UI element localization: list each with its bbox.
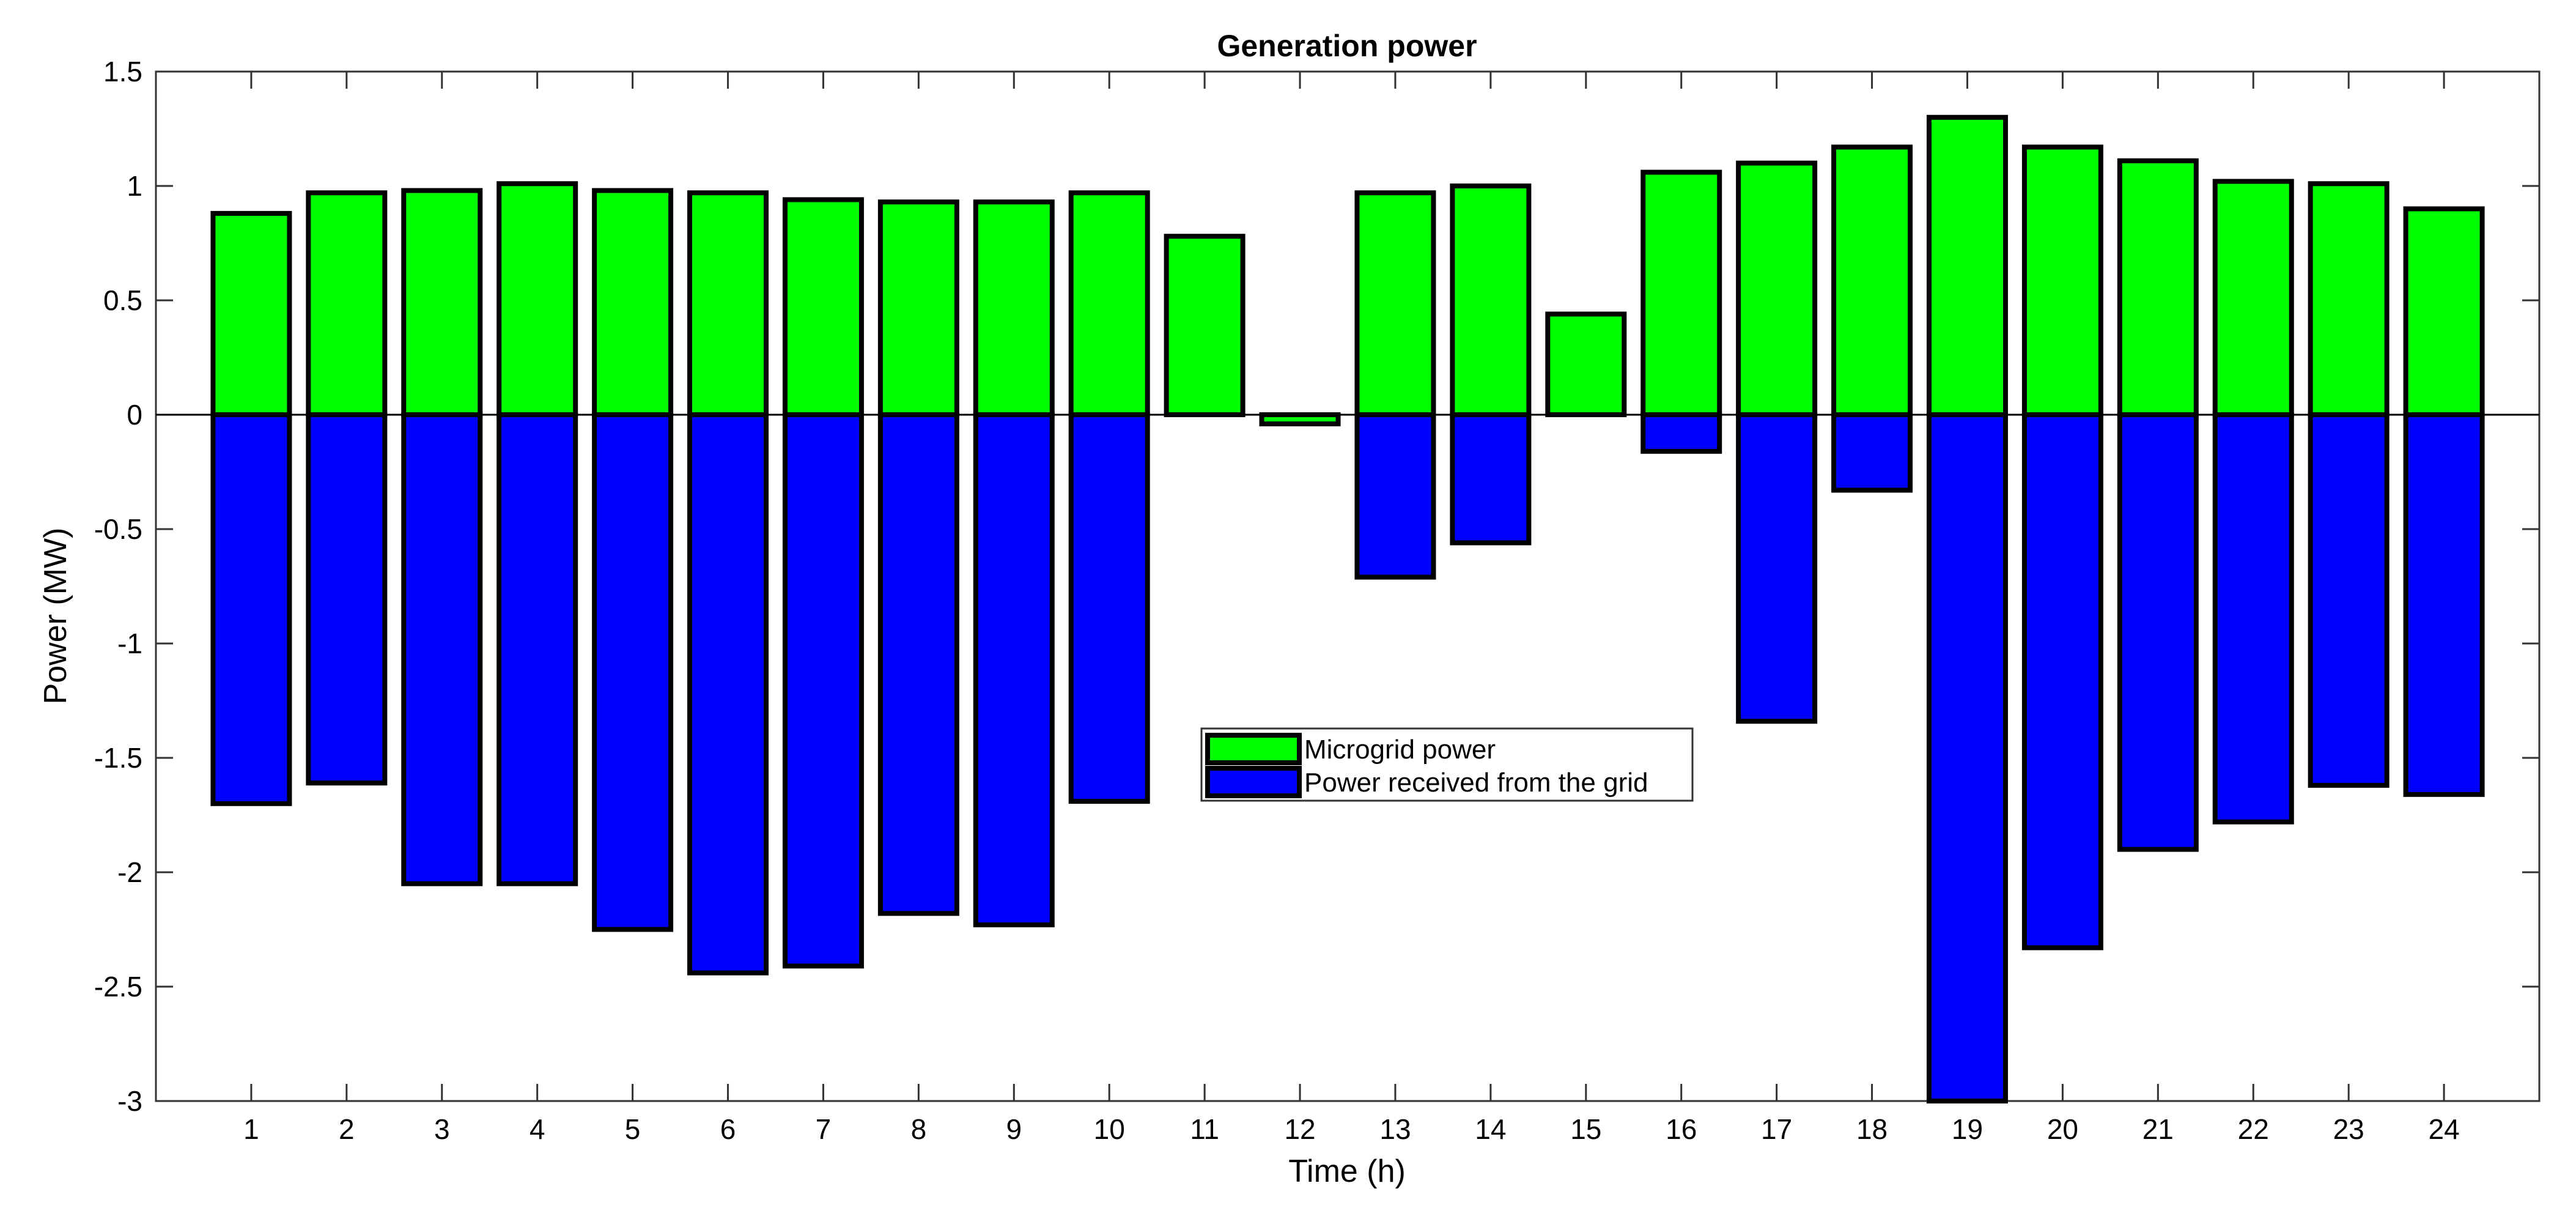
- x-tick-label: 17: [1761, 1113, 1792, 1145]
- y-tick-label: -2.5: [94, 971, 142, 1003]
- y-tick-label: 0.5: [103, 284, 142, 316]
- y-axis-label: Power (MW): [38, 528, 73, 705]
- y-tick-label: -3: [117, 1085, 142, 1117]
- legend-label-grid: Power received from the grid: [1304, 768, 1648, 798]
- legend-swatch-microgrid: [1205, 733, 1302, 765]
- bar-microgrid: [1068, 190, 1150, 417]
- bar-microgrid: [1545, 311, 1627, 417]
- bar-grid: [2021, 412, 2103, 951]
- bar-grid: [1450, 412, 1532, 546]
- bar-microgrid: [306, 190, 388, 417]
- bar-grid: [496, 412, 578, 886]
- x-tick-label: 7: [816, 1113, 832, 1145]
- bar-grid: [877, 412, 959, 916]
- bar-grid: [306, 412, 388, 786]
- x-tick-label: 6: [720, 1113, 736, 1145]
- bar-microgrid: [592, 188, 674, 417]
- bar-microgrid: [2212, 179, 2294, 417]
- y-tick-label: -0.5: [94, 513, 142, 545]
- x-tick-label: 1: [243, 1113, 259, 1145]
- x-tick-label: 10: [1094, 1113, 1125, 1145]
- bar-microgrid: [1736, 160, 1818, 417]
- bar-grid: [2308, 412, 2390, 788]
- x-tick-label: 3: [434, 1113, 450, 1145]
- x-tick-label: 15: [1570, 1113, 1601, 1145]
- axes-box: [155, 70, 2541, 1102]
- bar-microgrid: [1259, 412, 1341, 426]
- bar-microgrid: [1831, 144, 1913, 417]
- legend-label-microgrid: Microgrid power: [1304, 735, 1496, 765]
- x-tick-label: 19: [1952, 1113, 1983, 1145]
- bar-grid: [782, 412, 864, 969]
- x-tick-label: 24: [2428, 1113, 2459, 1145]
- bar-grid: [687, 412, 769, 976]
- x-axis-label: Time (h): [1288, 1154, 1406, 1189]
- bar-grid: [973, 412, 1055, 928]
- bar-grid: [2212, 412, 2294, 825]
- bar-grid: [1640, 412, 1722, 454]
- x-tick-label: 5: [625, 1113, 641, 1145]
- plot-area: 1.510.50-0.5-1-1.5-2-2.5-31 2 3 4 5 6 7 8 9 10 11 1…: [94, 56, 2541, 1145]
- bar-microgrid: [2403, 206, 2485, 417]
- bar-microgrid: [877, 199, 959, 417]
- x-tick-label: 11: [1190, 1113, 1219, 1145]
- bar-microgrid: [496, 181, 578, 417]
- x-tick-label: 13: [1379, 1113, 1411, 1145]
- y-tick-label: -1.5: [94, 742, 142, 774]
- bar-microgrid: [973, 199, 1055, 417]
- bar-microgrid: [782, 197, 864, 417]
- x-tick-label: 23: [2333, 1113, 2364, 1145]
- x-tick-label: 14: [1475, 1113, 1506, 1145]
- bar-microgrid: [687, 190, 769, 417]
- x-tick-label: 4: [530, 1113, 545, 1145]
- x-tick-label: 2: [339, 1113, 355, 1145]
- bar-microgrid: [1450, 184, 1532, 417]
- bar-grid: [2403, 412, 2485, 797]
- y-tick-label: 1: [127, 170, 142, 202]
- bar-microgrid: [2117, 158, 2199, 417]
- x-tick-label: 9: [1006, 1113, 1022, 1145]
- bar-microgrid: [2021, 144, 2103, 417]
- bar-grid: [1354, 412, 1436, 580]
- x-tick-label: 22: [2238, 1113, 2269, 1145]
- bar-grid: [401, 412, 483, 886]
- bar-grid: [1068, 412, 1150, 804]
- x-tick-label: 16: [1666, 1113, 1697, 1145]
- x-tick-label: 18: [1856, 1113, 1888, 1145]
- bar-grid: [592, 412, 674, 932]
- x-tick-label: 20: [2047, 1113, 2078, 1145]
- x-tick-label: 12: [1284, 1113, 1315, 1145]
- bar-grid: [2117, 412, 2199, 852]
- y-tick-label: 1.5: [103, 56, 142, 87]
- bar-grid: [210, 412, 292, 806]
- y-tick-label: 0: [127, 399, 142, 431]
- bar-microgrid: [401, 188, 483, 417]
- bar-grid: [1831, 412, 1913, 493]
- bar-grid: [1926, 412, 2008, 1103]
- y-tick-label: -2: [117, 856, 142, 888]
- bar-microgrid: [210, 210, 292, 417]
- bar-microgrid: [1640, 169, 1722, 417]
- legend: Microgrid power Power received from the …: [1200, 727, 1694, 802]
- bar-microgrid: [2308, 181, 2390, 417]
- y-tick-label: -1: [117, 628, 142, 659]
- bar-grid: [1736, 412, 1818, 724]
- x-tick-label: 21: [2142, 1113, 2174, 1145]
- bar-microgrid: [1164, 234, 1246, 417]
- chart-title: Generation power: [1217, 29, 1477, 63]
- x-tick-label: 8: [911, 1113, 927, 1145]
- bar-microgrid: [1354, 190, 1436, 417]
- legend-swatch-grid: [1205, 766, 1302, 798]
- bar-microgrid: [1926, 114, 2008, 418]
